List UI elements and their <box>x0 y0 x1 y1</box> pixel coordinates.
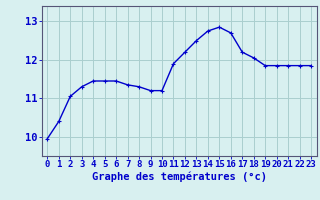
X-axis label: Graphe des températures (°c): Graphe des températures (°c) <box>92 172 267 182</box>
